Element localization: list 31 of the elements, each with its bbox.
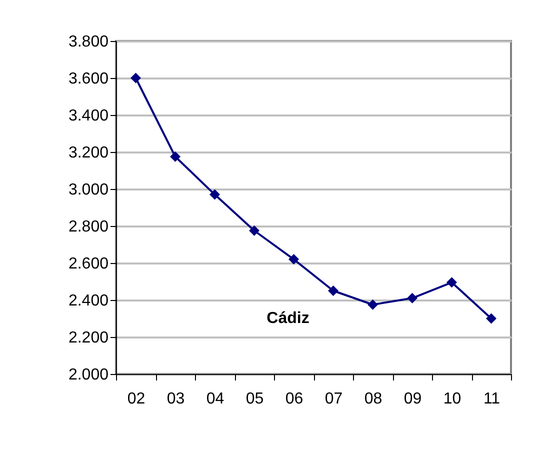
x-tick-label: 05 — [246, 390, 264, 408]
y-tick-label: 3.600 — [68, 70, 109, 88]
point — [210, 189, 220, 200]
x-tick-label: 06 — [285, 390, 304, 408]
x-tick-label: 07 — [324, 390, 343, 408]
y-tick-label: 3.800 — [68, 34, 109, 50]
y-tick-label: 2.200 — [68, 330, 109, 346]
y-tick-label: 3.200 — [68, 144, 109, 162]
y-tick-label: 2.400 — [68, 292, 109, 310]
point — [328, 286, 338, 296]
point — [249, 225, 260, 236]
x-tick-label: 11 — [483, 390, 500, 408]
point — [288, 254, 299, 265]
x-tick-label: 08 — [364, 390, 382, 408]
point — [407, 292, 418, 304]
point — [130, 72, 141, 84]
annotation: Cádiz — [266, 310, 310, 327]
y-tick-label: 2.000 — [68, 366, 109, 384]
y-tick-label: 3.000 — [68, 182, 109, 198]
point — [486, 313, 496, 324]
point — [170, 151, 180, 162]
y-tick-label: 3.400 — [68, 108, 109, 124]
x-tick-label: 09 — [404, 390, 422, 408]
y-tick-label: 2.600 — [68, 256, 109, 272]
point — [446, 277, 457, 288]
y-tick-label: 2.800 — [68, 218, 109, 236]
x-tick-label: 02 — [127, 390, 146, 408]
point — [368, 299, 378, 310]
x-tick-label: 03 — [166, 390, 185, 408]
x-tick-label: 10 — [443, 390, 462, 408]
x-tick-label: 04 — [206, 390, 224, 408]
